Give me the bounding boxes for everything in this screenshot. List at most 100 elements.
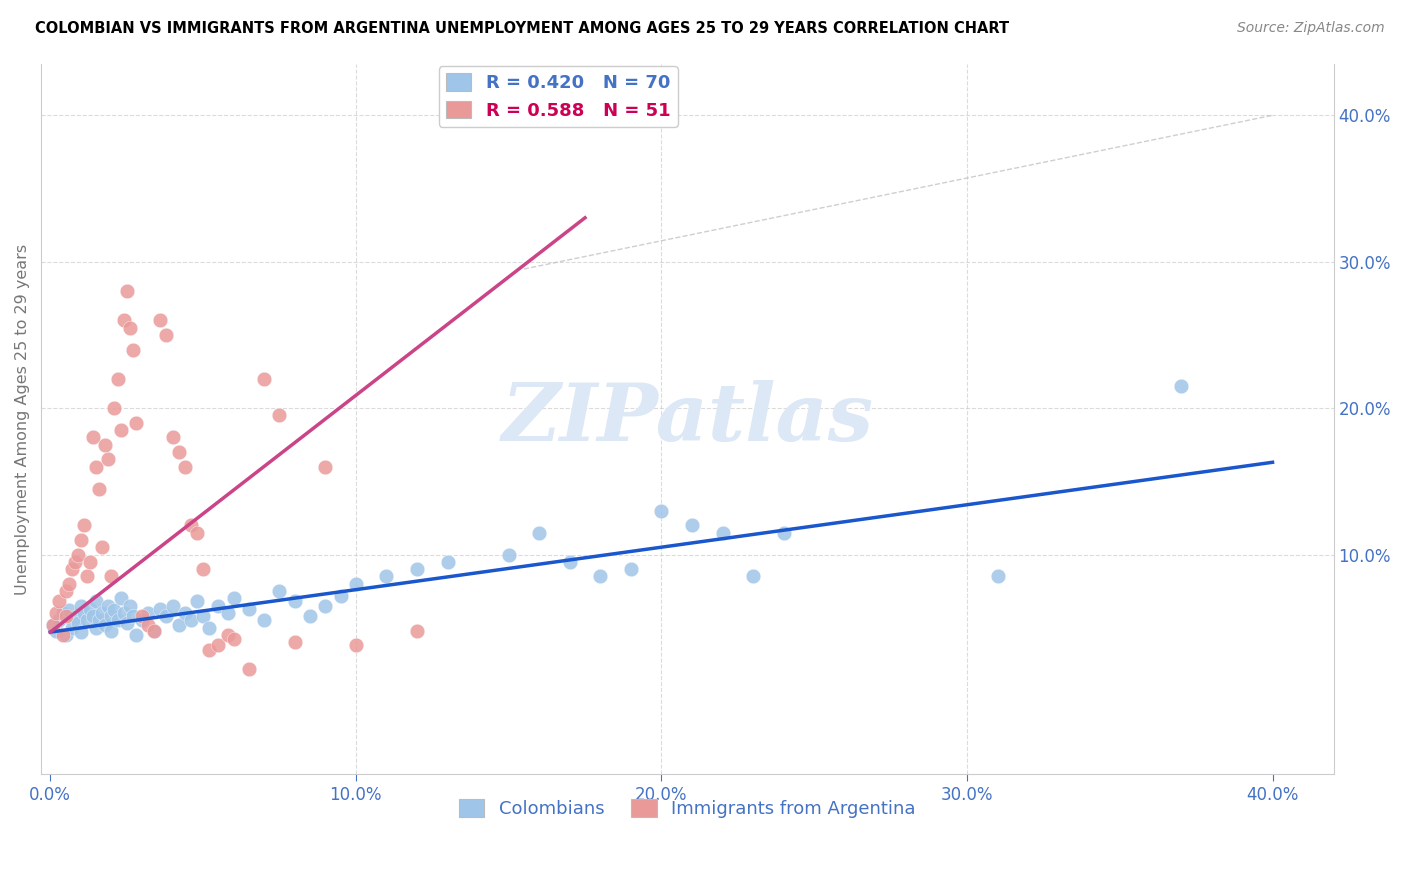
Point <box>121 609 143 624</box>
Point <box>207 599 229 613</box>
Point <box>1170 379 1192 393</box>
Point <box>66 616 89 631</box>
Point <box>66 548 89 562</box>
Point <box>69 599 91 613</box>
Y-axis label: Unemployment Among Ages 25 to 29 years: Unemployment Among Ages 25 to 29 years <box>15 244 30 595</box>
Point <box>82 609 104 624</box>
Point <box>125 416 148 430</box>
Point <box>89 614 111 628</box>
Point <box>73 518 96 533</box>
Point <box>155 327 177 342</box>
Point <box>284 594 307 608</box>
Point <box>91 606 114 620</box>
Point <box>131 614 153 628</box>
Point <box>298 609 321 624</box>
Point <box>97 599 120 613</box>
Point <box>217 628 239 642</box>
Point <box>82 430 104 444</box>
Point <box>110 591 132 606</box>
Point <box>681 518 703 533</box>
Point <box>344 638 367 652</box>
Point <box>650 503 672 517</box>
Point <box>238 662 260 676</box>
Point <box>162 430 184 444</box>
Point <box>222 632 245 647</box>
Point <box>149 313 172 327</box>
Point <box>269 409 291 423</box>
Point <box>191 609 214 624</box>
Point <box>115 616 138 631</box>
Point <box>375 569 398 583</box>
Point <box>55 609 77 624</box>
Point <box>112 313 135 327</box>
Point <box>84 621 107 635</box>
Point <box>69 625 91 640</box>
Point <box>42 617 65 632</box>
Point <box>155 609 177 624</box>
Point <box>118 599 141 613</box>
Point <box>58 603 80 617</box>
Point <box>180 518 202 533</box>
Point <box>167 617 190 632</box>
Point <box>772 525 794 540</box>
Point <box>269 584 291 599</box>
Point <box>406 624 429 638</box>
Legend: Colombians, Immigrants from Argentina: Colombians, Immigrants from Argentina <box>451 792 922 825</box>
Point <box>191 562 214 576</box>
Point <box>115 284 138 298</box>
Text: COLOMBIAN VS IMMIGRANTS FROM ARGENTINA UNEMPLOYMENT AMONG AGES 25 TO 29 YEARS CO: COLOMBIAN VS IMMIGRANTS FROM ARGENTINA U… <box>35 21 1010 36</box>
Point <box>125 628 148 642</box>
Point <box>136 617 159 632</box>
Point <box>238 601 260 615</box>
Point <box>76 569 98 583</box>
Point <box>48 594 70 608</box>
Point <box>100 624 122 638</box>
Point <box>48 614 70 628</box>
Point <box>986 569 1008 583</box>
Point <box>136 606 159 620</box>
Point <box>51 628 73 642</box>
Point <box>55 609 77 624</box>
Point <box>118 320 141 334</box>
Point <box>100 609 122 624</box>
Point <box>222 591 245 606</box>
Point <box>79 601 101 615</box>
Point <box>60 621 83 635</box>
Point <box>173 459 195 474</box>
Point <box>314 599 336 613</box>
Point <box>253 614 276 628</box>
Point <box>173 606 195 620</box>
Point <box>314 459 336 474</box>
Point <box>91 540 114 554</box>
Text: ZIPatlas: ZIPatlas <box>502 380 873 458</box>
Point <box>89 482 111 496</box>
Point <box>436 555 458 569</box>
Point <box>711 525 734 540</box>
Point <box>167 445 190 459</box>
Point <box>110 423 132 437</box>
Point <box>207 638 229 652</box>
Point <box>42 617 65 632</box>
Point <box>198 621 221 635</box>
Point <box>620 562 643 576</box>
Point <box>558 555 581 569</box>
Point <box>103 401 125 416</box>
Point <box>94 617 117 632</box>
Point <box>79 555 101 569</box>
Point <box>406 562 429 576</box>
Point <box>344 576 367 591</box>
Point <box>63 610 86 624</box>
Point <box>107 614 129 628</box>
Point <box>742 569 765 583</box>
Point <box>103 603 125 617</box>
Point <box>73 606 96 620</box>
Point <box>45 624 67 638</box>
Point <box>51 606 73 620</box>
Point <box>143 624 166 638</box>
Point <box>284 635 307 649</box>
Point <box>162 599 184 613</box>
Point <box>94 438 117 452</box>
Point <box>198 642 221 657</box>
Point <box>112 606 135 620</box>
Point <box>527 525 550 540</box>
